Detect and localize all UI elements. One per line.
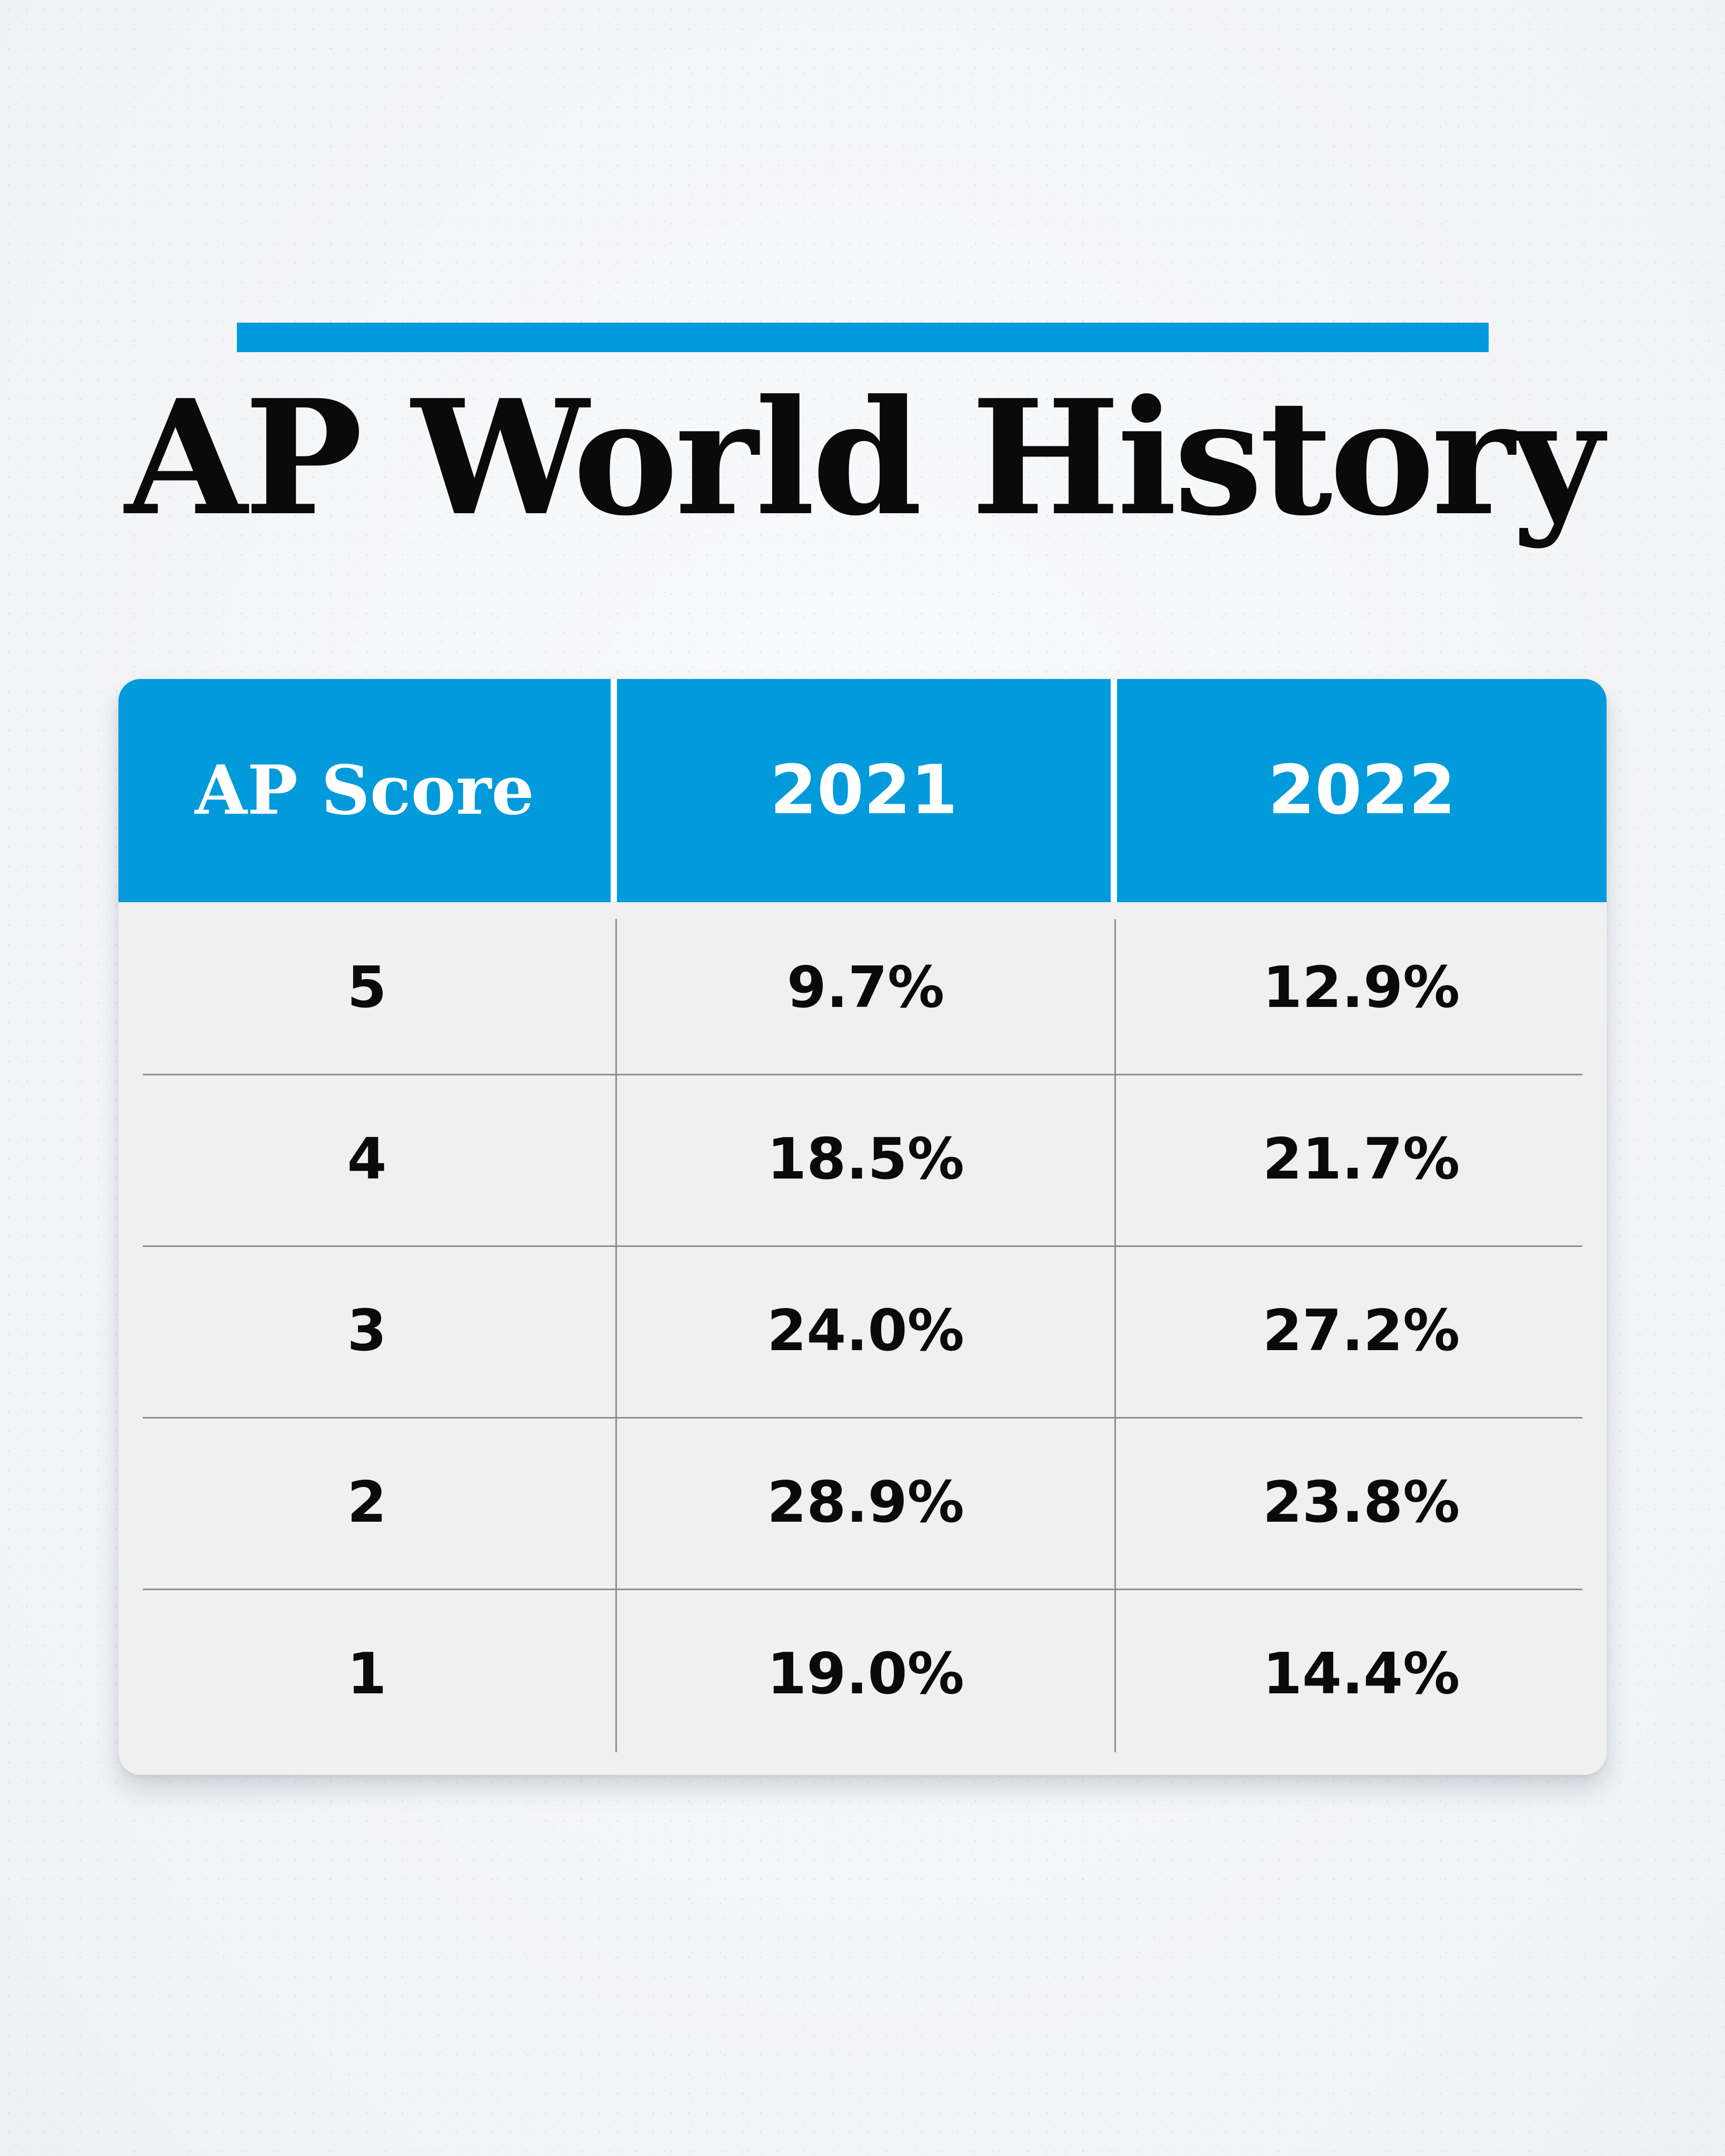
value-cell-2021: 9.7% <box>786 955 945 1021</box>
title-accent-bar <box>237 323 1489 352</box>
score-cell: 2 <box>347 1470 387 1535</box>
header-cell-ap-score: AP Score <box>195 751 534 830</box>
row-divider <box>143 1589 1582 1590</box>
score-cell: 3 <box>347 1298 387 1364</box>
header-cell-2022: 2022 <box>1268 751 1456 830</box>
value-cell-2022: 21.7% <box>1262 1126 1460 1192</box>
table-row-score-1: 1 19.0% 14.4% <box>118 1589 1607 1760</box>
table-row-score-5: 5 9.7% 12.9% <box>118 902 1607 1074</box>
row-divider <box>143 1074 1582 1075</box>
value-cell-2021: 18.5% <box>767 1126 964 1192</box>
column-divider <box>615 919 617 1752</box>
value-cell-2021: 24.0% <box>767 1298 964 1364</box>
row-divider <box>143 1417 1582 1419</box>
page-title: AP World History <box>125 365 1603 551</box>
value-cell-2022: 14.4% <box>1262 1641 1460 1707</box>
header-cell-2021: 2021 <box>770 751 958 830</box>
table-row-score-3: 3 24.0% 27.2% <box>118 1245 1607 1417</box>
header-separator <box>611 679 617 902</box>
value-cell-2022: 27.2% <box>1262 1298 1460 1364</box>
header-separator <box>1111 679 1117 902</box>
value-cell-2021: 19.0% <box>767 1641 964 1707</box>
score-cell: 1 <box>347 1641 387 1707</box>
value-cell-2022: 12.9% <box>1262 955 1460 1021</box>
score-cell: 4 <box>347 1126 387 1192</box>
table-body: 5 9.7% 12.9% 4 18.5% 21.7% 3 24.0% 27.2%… <box>118 902 1607 1775</box>
column-divider <box>1114 919 1116 1752</box>
table-row-score-2: 2 28.9% 23.8% <box>118 1417 1607 1589</box>
value-cell-2022: 23.8% <box>1262 1470 1460 1535</box>
row-divider <box>143 1245 1582 1247</box>
score-table: AP Score 2021 2022 5 9.7% 12.9% 4 18.5% … <box>118 679 1607 1775</box>
table-row-score-4: 4 18.5% 21.7% <box>118 1074 1607 1245</box>
table-header-row: AP Score 2021 2022 <box>118 679 1607 902</box>
score-cell: 5 <box>347 955 387 1021</box>
value-cell-2021: 28.9% <box>767 1470 964 1535</box>
